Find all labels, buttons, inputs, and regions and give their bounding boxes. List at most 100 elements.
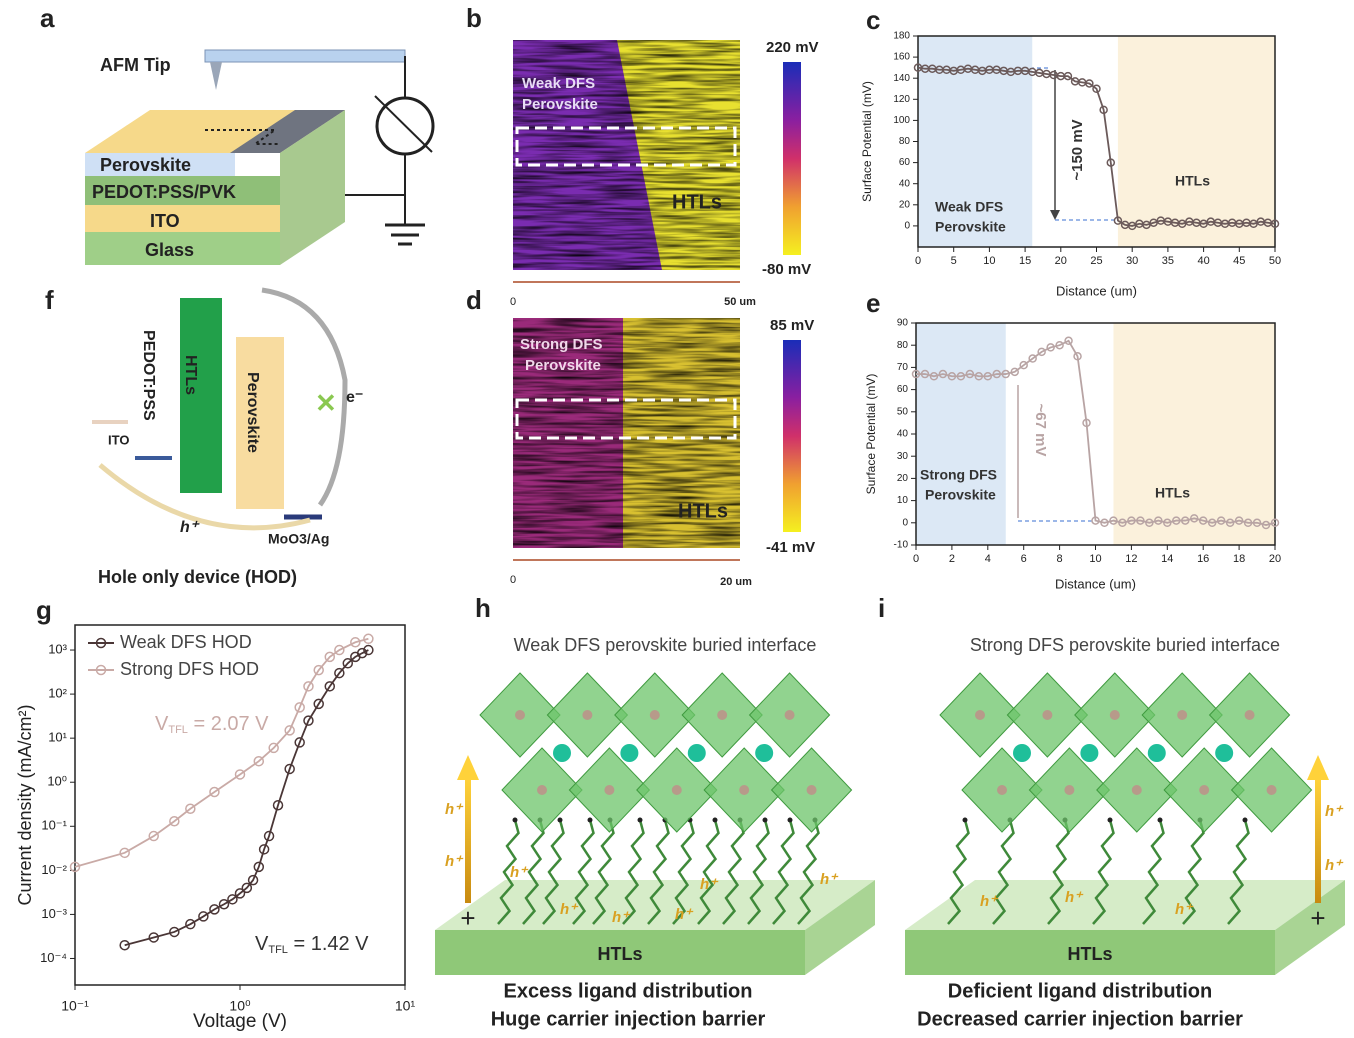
y-tick-label: 10: [897, 495, 909, 506]
level-label: ITO: [108, 432, 129, 447]
y-tick-label: 10⁻¹: [41, 818, 67, 833]
level-label: Perovskite: [244, 372, 261, 453]
guide: [1050, 210, 1060, 220]
panel-b: b Weak DFS Perovskite HTLs 220 mV -80 mV…: [466, 3, 819, 308]
annotation-part: V: [155, 713, 169, 735]
y-tick-label: 10⁻⁴: [40, 950, 67, 965]
panel-label: a: [40, 3, 55, 33]
carrier-label: h⁺: [612, 909, 631, 926]
carrier-label: h⁺: [445, 801, 464, 818]
arrow-head: [1307, 755, 1329, 780]
atom: [604, 785, 614, 795]
carrier-label: h⁺: [1325, 803, 1344, 820]
atom: [1042, 710, 1052, 720]
panel-label: d: [466, 285, 482, 315]
carrier-label: h⁺: [445, 853, 464, 870]
x-tick-label: 10¹: [395, 998, 416, 1014]
annotation-sub: TFL: [168, 724, 188, 736]
ligand-head: [588, 818, 593, 823]
ligand-head: [963, 818, 968, 823]
x-tick-label: 10⁻¹: [61, 998, 89, 1014]
atom: [1064, 785, 1074, 795]
x-tick-label: 10: [1089, 553, 1101, 565]
region-label: HTLs: [1155, 485, 1190, 501]
layer-label: Perovskite: [100, 155, 191, 175]
panel-title: Strong DFS perovskite buried interface: [970, 635, 1280, 655]
x-tick-label: 6: [1021, 553, 1027, 565]
atom: [1132, 785, 1142, 795]
x-tick-label: 16: [1197, 553, 1209, 565]
y-tick-label: 140: [893, 73, 910, 84]
carrier-label: h⁺: [1325, 857, 1344, 874]
tip-label: AFM Tip: [100, 55, 171, 75]
ligand-head: [513, 818, 518, 823]
region: [1118, 36, 1275, 247]
caption: Decreased carrier injection barrier: [917, 1008, 1243, 1030]
carrier-label: h⁺: [1175, 901, 1194, 918]
ligand-head: [788, 818, 793, 823]
annotation: ~67 mV: [1032, 404, 1049, 457]
region-label: HTLs: [1175, 173, 1210, 189]
atom: [997, 785, 1007, 795]
y-tick-label: 0: [902, 517, 908, 528]
level-block: [180, 298, 222, 493]
terminal: +: [1310, 903, 1325, 933]
panel-a: a AFM Tip Perovskite PEDOT:PSS/PVK ITO G…: [40, 3, 433, 265]
ligand-head: [558, 818, 563, 823]
scale-label: 0: [510, 296, 516, 308]
y-tick-label: 180: [893, 31, 910, 42]
panel-i: i Strong DFS perovskite buried interface…: [878, 593, 1345, 1030]
region-label: Perovskite: [935, 219, 1006, 235]
x-tick-label: 0: [913, 553, 919, 565]
cation: [1148, 744, 1166, 762]
x-tick-label: 40: [1197, 255, 1209, 267]
ligand-head: [638, 818, 643, 823]
x-tick-label: 4: [985, 553, 991, 565]
atom: [807, 785, 817, 795]
substrate-top: [905, 880, 1345, 930]
x-tick-label: 0: [915, 255, 921, 267]
y-tick-label: 10⁻³: [41, 906, 67, 921]
panel-label: h: [475, 593, 491, 623]
htl-label: HTLs: [672, 191, 722, 213]
y-axis-title: Current density (mA/cm²): [15, 704, 35, 905]
plot-frame: [75, 625, 405, 985]
panel-title: Weak DFS perovskite buried interface: [514, 635, 817, 655]
cation: [688, 744, 706, 762]
colorbar-label: 85 mV: [770, 317, 814, 334]
carrier-label: h⁺: [560, 901, 579, 918]
layer-label: Glass: [145, 240, 194, 260]
terminal: +: [460, 903, 475, 933]
scale-label: 50 um: [724, 296, 756, 308]
ligand-head: [1158, 818, 1163, 823]
caption: Huge carrier injection barrier: [491, 1008, 766, 1030]
colorbar-label: 220 mV: [766, 39, 819, 56]
y-tick-label: 10³: [48, 641, 67, 656]
carrier-label: h⁺: [700, 876, 719, 893]
y-axis-title: Surface Potential (mV): [864, 374, 878, 495]
htl-label: HTLs: [678, 500, 728, 522]
y-tick-label: 20: [899, 199, 911, 210]
atom: [537, 785, 547, 795]
colorbar-label: -41 mV: [766, 539, 815, 556]
y-tick-label: 30: [897, 451, 909, 462]
level-label: HTLs: [182, 355, 199, 395]
y-tick-label: 10⁻²: [41, 862, 67, 877]
y-tick-label: 70: [897, 362, 909, 373]
panel-label: i: [878, 593, 885, 623]
y-tick-label: 60: [899, 157, 911, 168]
legend-label: Weak DFS HOD: [120, 632, 252, 652]
x-tick-label: 20: [1055, 255, 1067, 267]
cation: [1215, 744, 1233, 762]
y-tick-label: 40: [897, 429, 909, 440]
cantilever: [205, 50, 405, 62]
substrate-label: HTLs: [1068, 944, 1113, 964]
x-tick-label: 35: [1162, 255, 1174, 267]
panel-label: g: [36, 595, 52, 625]
x-tick-label: 15: [1019, 255, 1031, 267]
atom: [650, 710, 660, 720]
sample-label: Perovskite: [522, 96, 598, 113]
tip: [210, 62, 222, 90]
carrier-label: h⁺: [980, 893, 999, 910]
arrow-head: [457, 755, 479, 780]
